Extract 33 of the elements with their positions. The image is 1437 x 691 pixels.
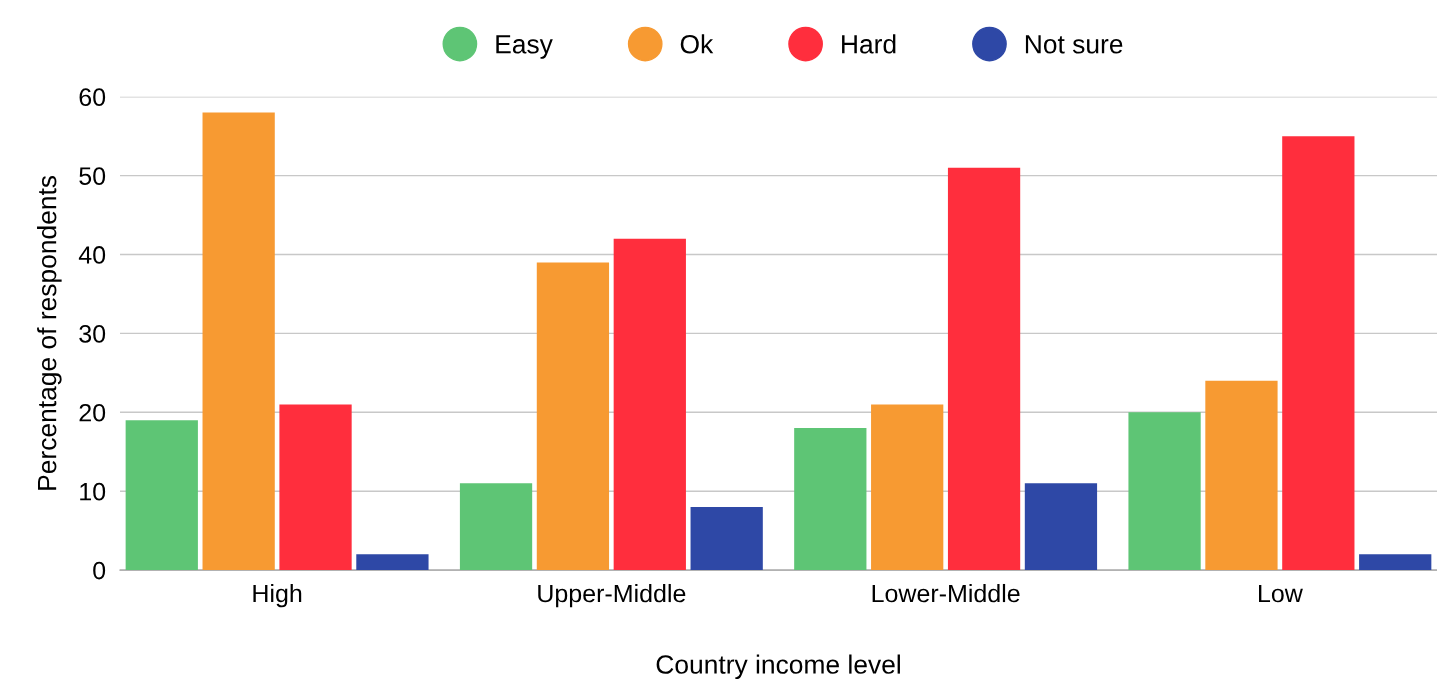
bar xyxy=(1205,380,1278,571)
legend-label: Not sure xyxy=(1025,35,1123,54)
bar xyxy=(871,404,944,571)
bar xyxy=(125,420,198,571)
y-axis-title: Percentage of respondents xyxy=(37,175,62,490)
y-tick-label: 0 xyxy=(93,561,106,580)
x-tick-label: Lower-Middle xyxy=(872,583,1020,603)
y-tick-label: 60 xyxy=(79,88,106,107)
x-tick-label: Upper-Middle xyxy=(538,583,686,608)
y-tick-label: 30 xyxy=(79,325,106,343)
y-tick-label: 40 xyxy=(78,246,106,264)
x-tick-label: Low xyxy=(1259,584,1303,603)
bar xyxy=(279,404,352,571)
legend-label: Ok xyxy=(680,34,714,54)
y-tick-label: 50 xyxy=(79,167,106,185)
bar xyxy=(459,483,533,571)
bar xyxy=(356,554,429,571)
y-tick-label: 10 xyxy=(80,482,106,501)
x-axis-title: Country income level xyxy=(656,654,900,680)
bar xyxy=(613,238,686,571)
y-tick-label: 20 xyxy=(79,403,106,422)
bar xyxy=(1282,136,1355,571)
bar xyxy=(690,506,763,571)
bar xyxy=(947,167,1021,571)
bar xyxy=(536,262,610,571)
legend-label: Easy xyxy=(496,35,553,59)
bar xyxy=(202,112,275,571)
bar xyxy=(794,428,867,571)
bar xyxy=(1359,554,1432,571)
bar xyxy=(1024,483,1098,571)
bar xyxy=(1128,412,1201,571)
x-tick-label: High xyxy=(253,583,302,608)
legend-label: Hard xyxy=(842,34,896,54)
